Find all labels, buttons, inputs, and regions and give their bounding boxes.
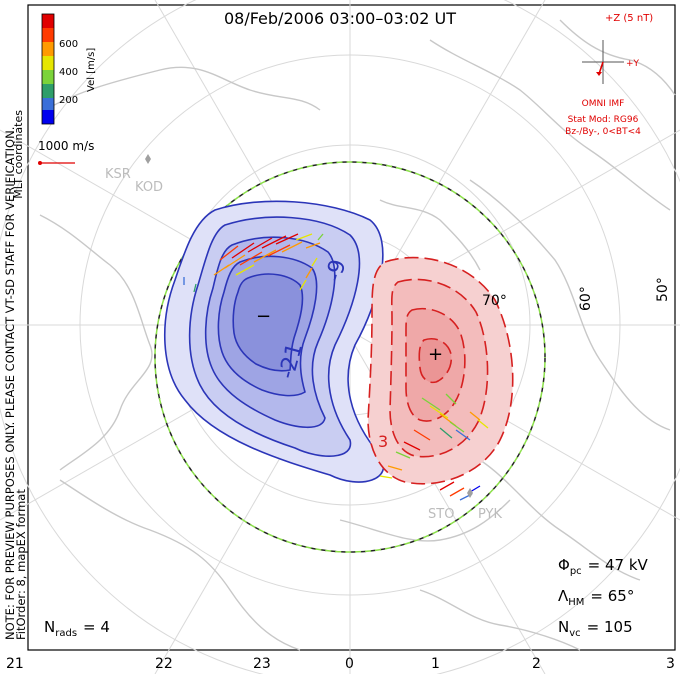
station-kod: KOD [135, 180, 163, 195]
imf-clock: +Z (5 nT) +Y OMNI IMF Stat Mod: RG96 Bz-… [565, 13, 653, 137]
station-ksr: KSR [105, 167, 131, 182]
lambda-hm-stat: ΛHM = 65° [558, 587, 634, 608]
station-sto: STO [428, 507, 454, 522]
scale-vector-label: 1000 m/s [38, 139, 94, 153]
imf-y-label: +Y [626, 59, 640, 69]
velocity-colorbar: 600 400 200 Vel [m/s] [41, 13, 97, 125]
colorbar-tick-600: 600 [59, 39, 78, 50]
scale-vector: 1000 m/s [38, 139, 94, 165]
colorbar-tick-200: 200 [59, 95, 78, 106]
imf-model: Stat Mod: RG96 [568, 115, 639, 125]
colorbar-units: Vel [m/s] [86, 48, 97, 92]
lat-label-70: 70° [482, 293, 507, 309]
mlt-tick-23: 23 [253, 656, 271, 672]
lat-label-50: 50° [655, 277, 671, 302]
preview-note: NOTE: FOR PREVIEW PURPOSES ONLY. PLEASE … [3, 127, 17, 640]
mlt-tick-21: 21 [6, 656, 24, 672]
potential-max-marker: + [428, 344, 443, 365]
mlt-tick-1: 1 [431, 656, 440, 672]
nrads-stat: Nrads = 4 [44, 618, 110, 639]
imf-source: OMNI IMF [582, 99, 625, 109]
mlt-tick-2: 2 [532, 656, 541, 672]
potential-min-marker: − [256, 306, 271, 327]
phi-pc-stat: Φpc = 47 kV [558, 556, 649, 577]
mlt-axis: 21 22 23 0 1 2 3 [6, 656, 675, 672]
nvc-stat: Nvc = 105 [558, 618, 633, 639]
colorbar-tick-400: 400 [59, 67, 78, 78]
stations: KSR KOD STO PYK [105, 154, 502, 522]
station-pyk: PYK [478, 507, 502, 522]
velocity-vectors [183, 233, 489, 501]
positive-potential-cell: + 3 [367, 256, 514, 485]
fit-order-note: FitOrder: 8, mapEX format [14, 489, 28, 640]
stats-block: Φpc = 47 kV ΛHM = 65° Nvc = 105 Nrads = 4 [44, 556, 649, 639]
mlt-tick-0: 0 [345, 656, 354, 672]
mlt-coordinates-note: MLT coordinates [12, 110, 25, 199]
contour-label-pos-3: 3 [378, 432, 388, 451]
imf-z-label: +Z (5 nT) [605, 13, 653, 24]
map-title: 08/Feb/2006 03:00–03:02 UT [224, 9, 456, 28]
imf-condition: Bz-/By-, 0<BT<4 [565, 127, 641, 137]
lat-label-60: 60° [578, 286, 594, 311]
mlt-tick-22: 22 [155, 656, 173, 672]
mlt-tick-3: 3 [666, 656, 675, 672]
